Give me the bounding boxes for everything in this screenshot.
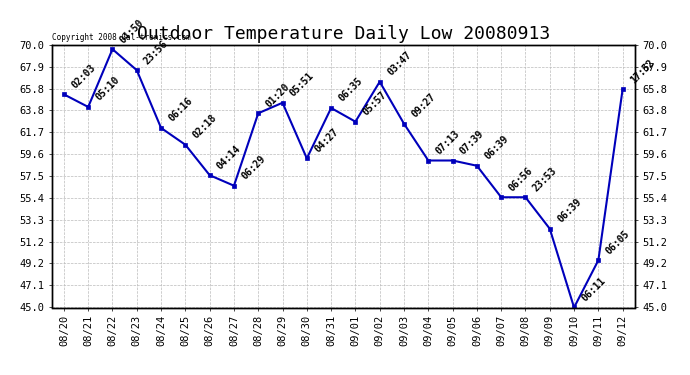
Text: 07:13: 07:13 (434, 129, 462, 156)
Text: 06:16: 06:16 (166, 96, 195, 124)
Text: 05:51: 05:51 (288, 71, 316, 99)
Title: Outdoor Temperature Daily Low 20080913: Outdoor Temperature Daily Low 20080913 (137, 26, 550, 44)
Text: 06:39: 06:39 (482, 134, 511, 162)
Text: 06:35: 06:35 (337, 76, 364, 104)
Text: 06:11: 06:11 (580, 276, 607, 303)
Text: 05:57: 05:57 (361, 90, 389, 117)
Text: 02:18: 02:18 (191, 113, 219, 141)
Text: 07:39: 07:39 (458, 129, 486, 156)
Text: 06:05: 06:05 (604, 228, 632, 256)
Text: 23:56: 23:56 (142, 38, 170, 66)
Text: 04:14: 04:14 (215, 143, 243, 171)
Text: 04:27: 04:27 (313, 126, 340, 154)
Text: 06:39: 06:39 (555, 197, 583, 225)
Text: 06:29: 06:29 (239, 154, 267, 182)
Text: 17:52: 17:52 (628, 57, 656, 85)
Text: 04:50: 04:50 (118, 17, 146, 45)
Text: 01:20: 01:20 (264, 81, 292, 109)
Text: 02:03: 02:03 (70, 62, 97, 90)
Text: 03:47: 03:47 (385, 50, 413, 78)
Text: 23:53: 23:53 (531, 165, 559, 193)
Text: Copyright 2008 Cal-tronics.com: Copyright 2008 Cal-tronics.com (52, 33, 190, 42)
Text: 09:27: 09:27 (410, 92, 437, 120)
Text: 05:10: 05:10 (94, 75, 121, 103)
Text: 06:56: 06:56 (506, 165, 535, 193)
